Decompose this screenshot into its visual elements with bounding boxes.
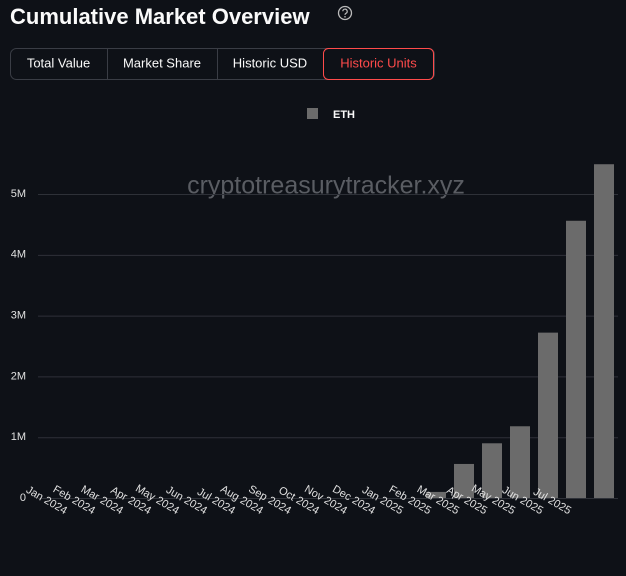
bar [482,443,502,498]
y-tick-label: 4M [11,249,26,261]
tab-label: Historic Units [340,55,417,70]
y-tick-label: 1M [11,431,26,443]
help-mark [342,8,348,15]
help-icon[interactable] [337,5,353,21]
tab-bar: Total Value Market Share Historic USD Histo… [10,48,435,80]
bar [510,426,530,498]
tab-border [10,48,435,80]
tab-active-border [323,48,434,80]
y-tick-label: 3M [11,310,26,322]
tab-label: Market Share [123,55,201,70]
legend-swatch [307,108,318,119]
tab-label: Total Value [27,55,90,70]
tab[interactable]: Market Share [107,49,202,79]
bar [538,332,558,498]
help-circle [337,5,353,21]
tab[interactable]: Historic USD [217,49,308,79]
page-title: Cumulative Market Overview [10,4,310,29]
watermark: cryptotreasurytracker.xyz [187,172,465,200]
bar [594,164,614,498]
tab[interactable]: Total Value [27,55,90,70]
y-tick-label: 5M [11,188,26,200]
y-tick-label: 0 [20,492,26,504]
legend-label: ETH [333,109,355,121]
help-dot [344,15,346,18]
tab[interactable]: Historic Units [323,48,434,80]
bar [566,220,586,498]
tab-label: Historic USD [233,55,307,70]
bar [454,463,474,498]
y-tick-label: 2M [11,370,26,382]
bar [426,491,446,498]
